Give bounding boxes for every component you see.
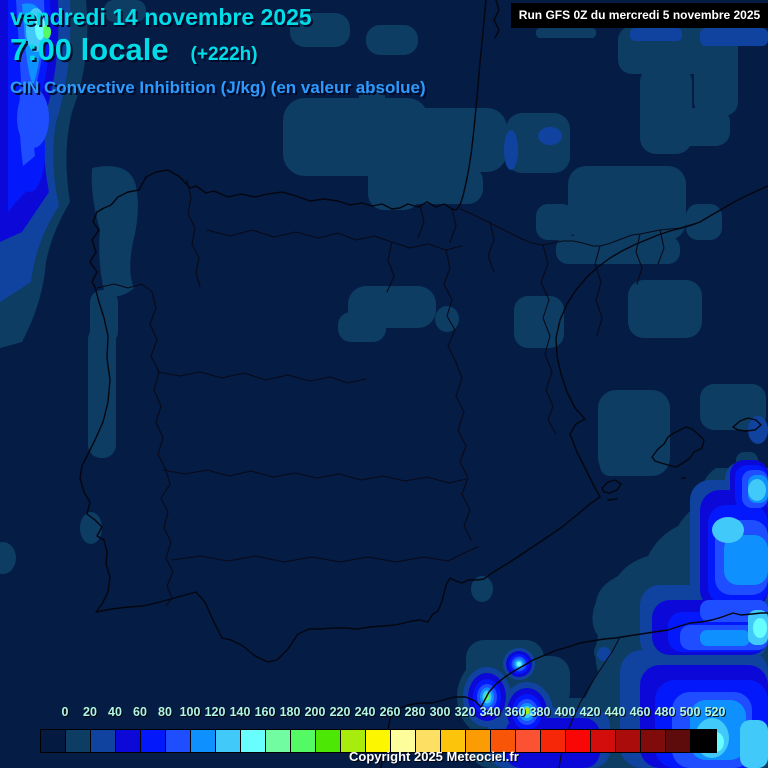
legend-color-cell xyxy=(66,730,91,752)
legend-tick-label: 40 xyxy=(108,705,122,719)
legend-color-cell xyxy=(666,730,691,752)
legend-color-cell xyxy=(541,730,566,752)
legend-tick-label: 520 xyxy=(704,705,726,719)
legend-tick-labels: 0 20 40 60 80 100 120 140 160 180 200 220 240 260 280 3… xyxy=(40,705,726,723)
color-scale-legend: 0 20 40 60 80 100 120 140 160 180 200 220 240 260 280 3… xyxy=(40,704,726,754)
legend-tick-label: 180 xyxy=(279,705,301,719)
legend-color-cell xyxy=(316,730,341,752)
legend-tick-label: 20 xyxy=(83,705,97,719)
valid-date-label: vendredi 14 novembre 2025 xyxy=(10,4,312,30)
header: vendredi 14 novembre 2025 7:00 locale (+2… xyxy=(10,4,426,98)
legend-color-cell xyxy=(191,730,216,752)
legend-tick-label: 140 xyxy=(229,705,251,719)
legend-tick-label: 200 xyxy=(304,705,326,719)
copyright-label: Copyright 2025 Meteociel.fr xyxy=(349,749,519,764)
legend-color-cell xyxy=(341,730,366,752)
cin-field-cores xyxy=(35,16,767,752)
legend-tick-label: 0 xyxy=(61,705,69,719)
legend-color-cell xyxy=(391,730,416,752)
valid-time-row: 7:00 locale (+222h) xyxy=(10,32,426,68)
legend-tick-label: 160 xyxy=(254,705,276,719)
legend-color-cell xyxy=(691,730,716,752)
legend-color-cell xyxy=(266,730,291,752)
ibiza-outline xyxy=(601,479,622,494)
legend-color-cell xyxy=(166,730,191,752)
legend-tick-label: 500 xyxy=(679,705,701,719)
legend-tick-label: 340 xyxy=(479,705,501,719)
legend-tick-label: 220 xyxy=(329,705,351,719)
legend-color-cell xyxy=(616,730,641,752)
legend-tick-label: 260 xyxy=(379,705,401,719)
legend-color-bar xyxy=(40,729,717,753)
legend-color-cell xyxy=(216,730,241,752)
parameter-title: CIN Convective Inhibition (J/kg) (en val… xyxy=(10,78,426,97)
balearic-islands xyxy=(601,417,762,501)
legend-color-cell xyxy=(516,730,541,752)
mallorca-outline xyxy=(651,426,705,468)
legend-tick-label: 400 xyxy=(554,705,576,719)
run-info-box: Run GFS 0Z du mercredi 5 novembre 2025 xyxy=(511,3,768,28)
pyrenees-border xyxy=(459,208,701,247)
legend-tick-label: 480 xyxy=(654,705,676,719)
legend-tick-label: 280 xyxy=(404,705,426,719)
gironde-coast xyxy=(493,0,500,39)
legend-tick-label: 300 xyxy=(429,705,451,719)
legend-color-cell xyxy=(416,730,441,752)
legend-color-cell xyxy=(41,730,66,752)
legend-tick-label: 380 xyxy=(529,705,551,719)
legend-color-cell xyxy=(566,730,591,752)
legend-color-cell xyxy=(441,730,466,752)
legend-tick-label: 460 xyxy=(629,705,651,719)
forecast-offset-label: (+222h) xyxy=(190,44,258,65)
legend-color-cell xyxy=(641,730,666,752)
legend-tick-label: 60 xyxy=(133,705,147,719)
legend-color-cell xyxy=(116,730,141,752)
legend-tick-label: 240 xyxy=(354,705,376,719)
formentera-outline xyxy=(607,498,618,501)
legend-tick-label: 320 xyxy=(454,705,476,719)
menorca-outline xyxy=(732,417,762,432)
political-borders xyxy=(96,179,701,607)
iberia-coastline xyxy=(79,0,768,663)
legend-color-cell xyxy=(591,730,616,752)
legend-tick-label: 440 xyxy=(604,705,626,719)
legend-color-cell xyxy=(141,730,166,752)
valid-time-label: 7:00 locale xyxy=(10,32,169,67)
legend-color-cell xyxy=(491,730,516,752)
legend-color-cell xyxy=(91,730,116,752)
legend-color-cell xyxy=(241,730,266,752)
legend-tick-label: 100 xyxy=(179,705,201,719)
legend-color-cell xyxy=(466,730,491,752)
portugal-spain-border xyxy=(96,283,174,607)
legend-tick-label: 80 xyxy=(158,705,172,719)
legend-color-cell xyxy=(366,730,391,752)
legend-color-cell xyxy=(291,730,316,752)
legend-tick-label: 420 xyxy=(579,705,601,719)
legend-tick-label: 120 xyxy=(204,705,226,719)
legend-tick-label: 360 xyxy=(504,705,526,719)
